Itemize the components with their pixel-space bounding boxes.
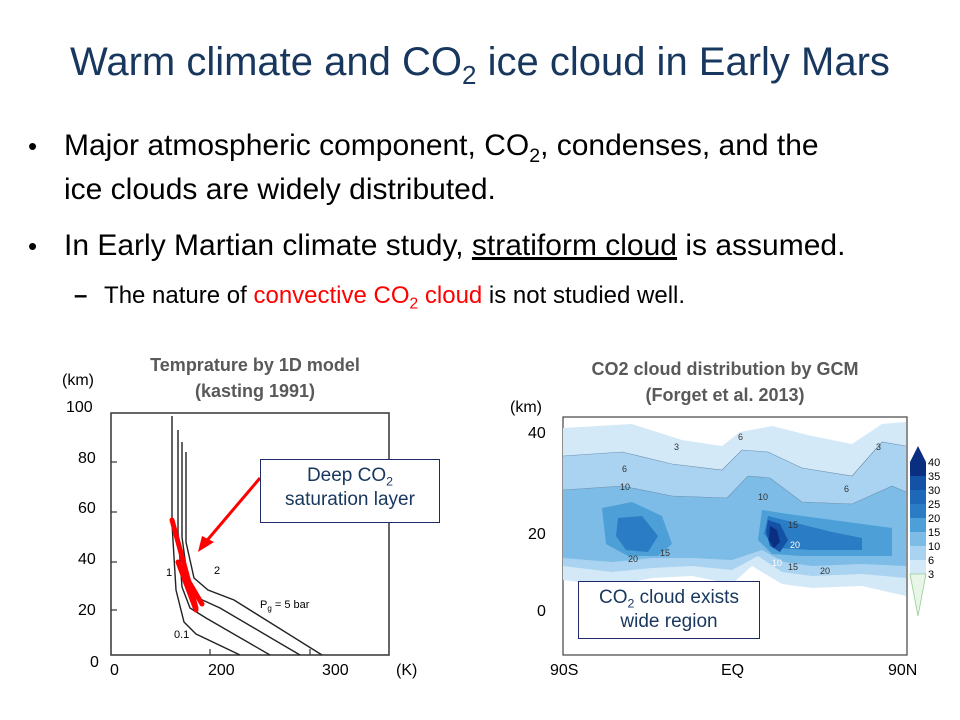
- colorbar-label: 10: [928, 541, 941, 553]
- profile-curve-1: [177, 430, 271, 656]
- bullet-dot: •: [28, 131, 38, 161]
- left-x-tick: 300: [322, 662, 349, 679]
- left-y-unit: (km): [62, 372, 94, 389]
- colorbar-step: [910, 462, 926, 476]
- left-figure-title: Temprature by 1D model (kasting 1991): [150, 355, 360, 401]
- right-x-tick: EQ: [721, 662, 745, 679]
- colorbar-step: [910, 504, 926, 518]
- bullet-dot: •: [28, 231, 38, 261]
- left-y-tick: 80: [78, 450, 96, 467]
- left-y-tick: 40: [78, 551, 96, 568]
- left-y-tick: 20: [78, 602, 96, 619]
- colorbar-label: 30: [928, 485, 941, 497]
- colorbar-label: 15: [928, 527, 941, 539]
- curve-label-1: 1: [166, 567, 172, 579]
- contour-label: 3: [876, 442, 881, 452]
- sub-bullet-dash: –: [74, 282, 88, 309]
- colorbar-label: 35: [928, 471, 941, 483]
- contour-lines: [562, 441, 907, 505]
- contour-labels: 3 6 10 20 15 6 10 15 20 6 3 20 15 10: [620, 432, 881, 576]
- contour-label: 20: [790, 540, 800, 550]
- curve-label-2: 2: [214, 565, 220, 577]
- right-x-tick: 90S: [550, 662, 579, 679]
- contour-label: 15: [660, 548, 670, 558]
- saturation-layer-highlight: [169, 517, 205, 613]
- bullet-1-line-1: Major atmospheric component, CO2, conden…: [64, 129, 819, 167]
- contour-label: 6: [844, 484, 849, 494]
- colorbar-label: 3: [928, 569, 935, 581]
- contour-label: 20: [628, 554, 638, 564]
- colorbar-labels: 40 35 30 25 20 15 10 6 3: [928, 456, 940, 582]
- profile-curve-0.1: [171, 416, 241, 656]
- callout-arrowhead: [198, 536, 214, 552]
- right-y-tick: 40: [528, 425, 546, 442]
- right-y-tick: 0: [537, 603, 546, 620]
- left-x-tick: 0: [110, 662, 119, 679]
- pressure-label: Pg = 5 bar: [260, 599, 310, 613]
- left-x-tick: 200: [208, 662, 235, 679]
- right-y-tick: 20: [528, 526, 546, 543]
- colorbar-step: [910, 560, 926, 574]
- bullet-1: • Major atmospheric component, CO2, cond…: [0, 126, 960, 210]
- bullet-2-text: In Early Martian climate study, stratifo…: [64, 229, 846, 262]
- temperature-profile-plot: 1 2 0.1 Pg = 5 bar: [110, 412, 390, 656]
- co2-cloud-contour-map: 3 6 10 20 15 6 10 15 20 6 3 20 15 10: [562, 416, 908, 656]
- contour-label: 6: [622, 464, 627, 474]
- contour-label: 20: [820, 566, 830, 576]
- colorbar-step: [910, 490, 926, 504]
- colorbar-label: 25: [928, 499, 941, 511]
- colorbar-step: [910, 518, 926, 532]
- right-figure-title: CO2 cloud distribution by GCM (Forget et…: [591, 359, 859, 405]
- right-x-tick: 90N: [888, 662, 918, 679]
- stratiform-cloud-term: stratiform cloud: [471, 229, 677, 262]
- bullet-2: • In Early Martian climate study, strati…: [0, 226, 960, 268]
- left-y-tick: 60: [78, 500, 96, 517]
- sub-bullet: – The nature of convective CO2 cloud is …: [74, 282, 686, 313]
- contour-label: 15: [788, 520, 798, 530]
- contour-label: 15: [788, 562, 798, 572]
- colorbar-step: [910, 476, 926, 490]
- left-y-tick: 0: [90, 654, 99, 671]
- left-x-unit: (K): [396, 662, 418, 679]
- bullet-1-line-2: ice clouds are widely distributed.: [64, 173, 496, 206]
- plot-frame: [110, 412, 390, 656]
- contour-label: 6: [738, 432, 743, 442]
- colorbar-step: [910, 532, 926, 546]
- curve-label-0.1: 0.1: [174, 629, 189, 641]
- colorbar: [909, 446, 927, 616]
- contour-label: 10: [772, 558, 782, 568]
- co2-cloud-callout: CO2 cloud exists wide region: [578, 581, 760, 639]
- contour-label: 3: [674, 442, 679, 452]
- callout-arrow: [202, 477, 262, 545]
- contour-band-20: [616, 516, 862, 552]
- contour-label: 10: [758, 492, 768, 502]
- colorbar-label: 20: [928, 513, 941, 525]
- slide-title: Warm climate and CO2 ice cloud in Early …: [70, 40, 890, 91]
- colorbar-label: 6: [928, 555, 935, 567]
- contour-band-40: [769, 526, 780, 548]
- colorbar-step: [910, 546, 926, 560]
- colorbar-top-cap: [910, 446, 926, 462]
- colorbar-label: 40: [928, 457, 941, 469]
- right-y-unit: (km): [510, 399, 542, 416]
- contour-label: 10: [620, 482, 630, 492]
- left-y-tick: 100: [66, 399, 93, 416]
- convective-cloud-term: convective CO2 cloud: [253, 282, 483, 313]
- deep-co2-callout: Deep CO2 saturation layer: [260, 459, 440, 523]
- profile-curve-5bar: [185, 452, 323, 656]
- left-axis-ticks: [111, 461, 311, 655]
- colorbar-bottom-cap: [909, 573, 927, 616]
